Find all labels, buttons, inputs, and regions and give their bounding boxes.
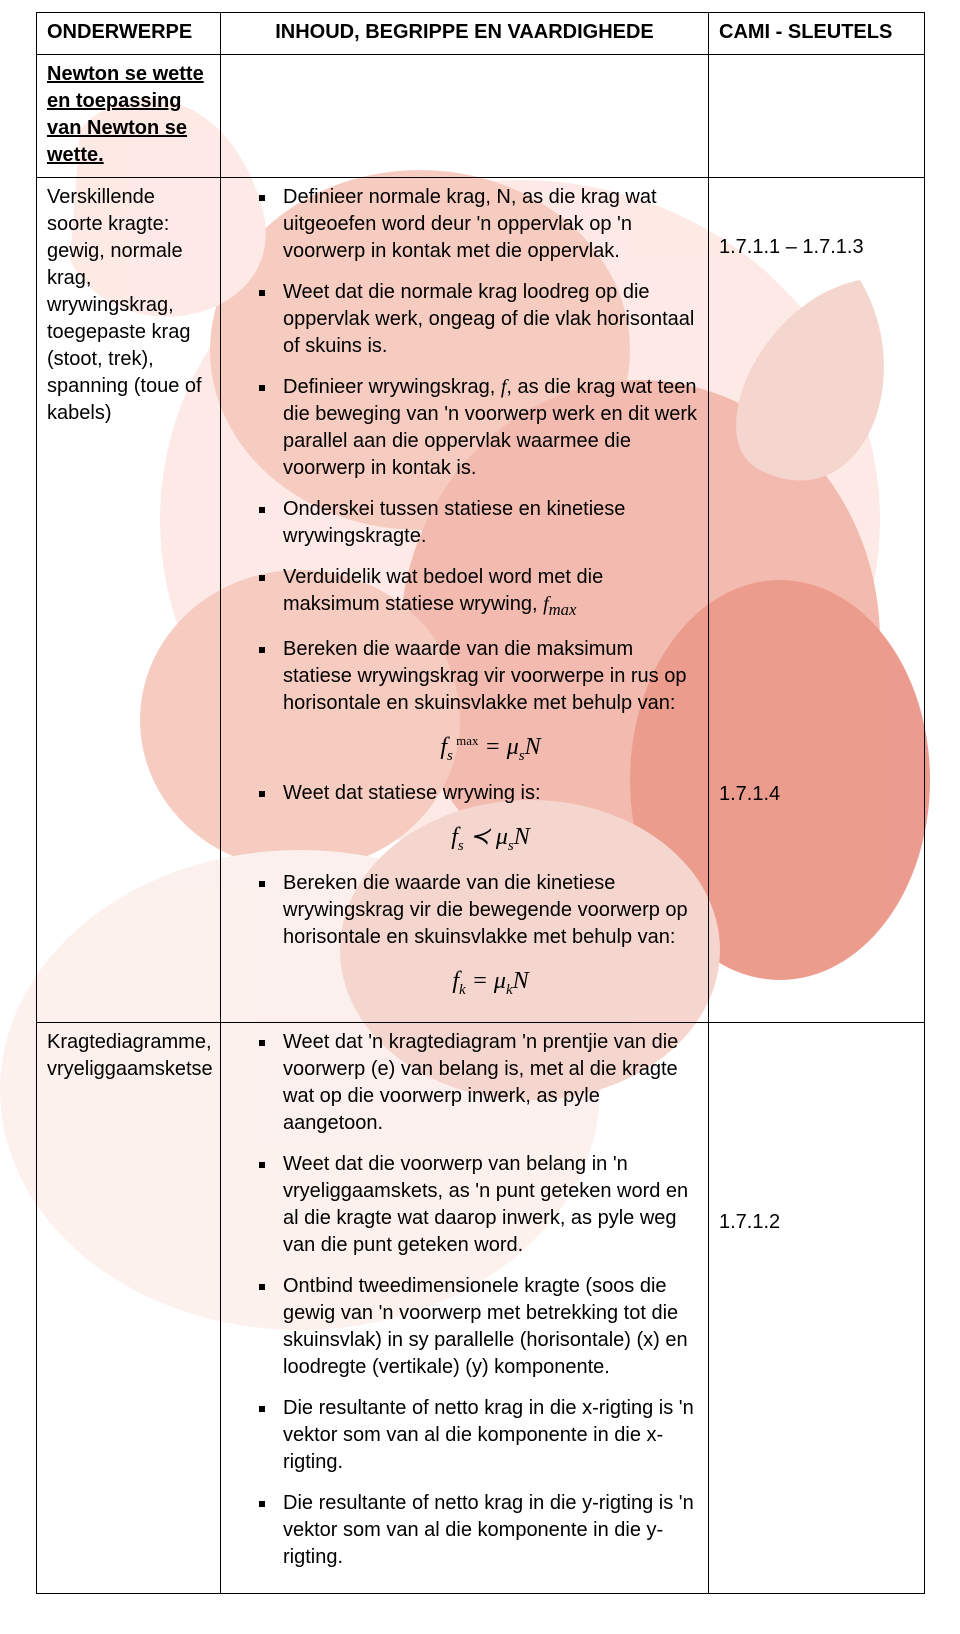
key-ref: 1.7.1.1 – 1.7.1.3: [719, 234, 914, 261]
list-item: Weet dat 'n kragtediagram 'n prentjie va…: [277, 1029, 698, 1137]
section-keys-empty: [709, 55, 925, 178]
table-header-row: ONDERWERPE INHOUD, BEGRIPPE EN VAARDIGHE…: [37, 13, 925, 55]
list-item: Weet dat die voorwerp van belang in 'n v…: [277, 1151, 698, 1259]
formula: fs ≺ μsN: [283, 821, 698, 856]
list-item-text: Weet dat statiese wrywing is:: [283, 782, 541, 804]
bullet-list: Weet dat 'n kragtediagram 'n prentjie va…: [231, 1029, 698, 1571]
formula: fk = μkN: [283, 965, 698, 1000]
keys-cell: 1.7.1.1 – 1.7.1.3 1.7.1.4: [709, 178, 925, 1023]
list-item: Ontbind tweedimensionele kragte (soos di…: [277, 1273, 698, 1381]
content-cell: Weet dat 'n kragtediagram 'n prentjie va…: [221, 1022, 709, 1593]
list-item: Bereken die waarde van die kinetiese wry…: [277, 870, 698, 1000]
keys-cell: 1.7.1.2: [709, 1022, 925, 1593]
list-item-text: Bereken die waarde van die maksimum stat…: [283, 638, 687, 714]
bullet-list: Definieer normale krag, N, as die krag w…: [231, 184, 698, 1000]
topic-cell: Kragtediagramme, vryeliggaamsketse: [37, 1022, 221, 1593]
list-item: Bereken die waarde van die maksimum stat…: [277, 636, 698, 766]
section-content-empty: [221, 55, 709, 178]
header-col1: ONDERWERPE: [37, 13, 221, 55]
section-title-cell: Newton se wette en toepassing van Newton…: [37, 55, 221, 178]
list-item: Verduidelik wat bedoel word met die maks…: [277, 564, 698, 622]
topic-cell: Verskillende soorte kragte: gewig, norma…: [37, 178, 221, 1023]
table-row: Verskillende soorte kragte: gewig, norma…: [37, 178, 925, 1023]
list-item: Die resultante of netto krag in die y-ri…: [277, 1490, 698, 1571]
list-item: Onderskei tussen statiese en kinetiese w…: [277, 496, 698, 550]
list-item: Weet dat statiese wrywing is: fs ≺ μsN: [277, 780, 698, 856]
header-col2: INHOUD, BEGRIPPE EN VAARDIGHEDE: [221, 13, 709, 55]
section-title: Newton se wette en toepassing van Newton…: [47, 61, 210, 169]
list-item: Definieer wrywingskrag, f, as die krag w…: [277, 374, 698, 482]
list-item: Die resultante of netto krag in die x-ri…: [277, 1395, 698, 1476]
table-row: Kragtediagramme, vryeliggaamsketse Weet …: [37, 1022, 925, 1593]
content-cell: Definieer normale krag, N, as die krag w…: [221, 178, 709, 1023]
key-ref: 1.7.1.2: [719, 1209, 914, 1236]
header-col3: CAMI - SLEUTELS: [709, 13, 925, 55]
formula: fs max = μsN: [283, 731, 698, 766]
key-ref: 1.7.1.4: [719, 781, 914, 808]
section-row: Newton se wette en toepassing van Newton…: [37, 55, 925, 178]
curriculum-table: ONDERWERPE INHOUD, BEGRIPPE EN VAARDIGHE…: [36, 12, 925, 1594]
list-item-text: Bereken die waarde van die kinetiese wry…: [283, 872, 688, 948]
list-item: Weet dat die normale krag loodreg op die…: [277, 279, 698, 360]
list-item: Definieer normale krag, N, as die krag w…: [277, 184, 698, 265]
